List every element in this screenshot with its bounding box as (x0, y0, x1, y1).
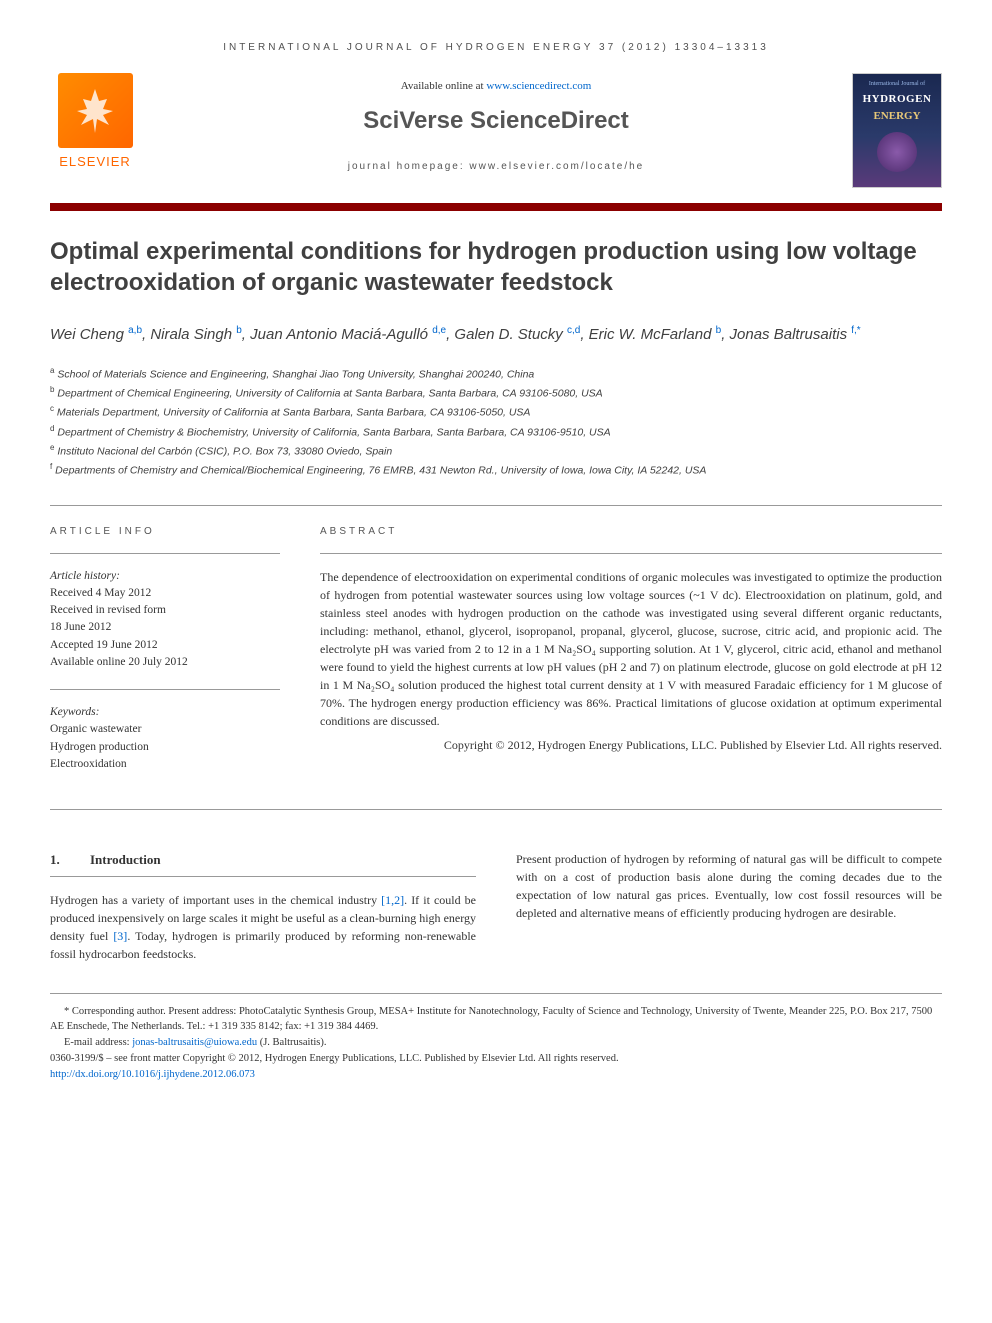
keyword-3: Electrooxidation (50, 756, 280, 773)
homepage-link[interactable]: www.elsevier.com/locate/he (469, 161, 644, 172)
email-line: E-mail address: jonas-baltrusaitis@uiowa… (50, 1035, 942, 1051)
history-label: Article history: (50, 568, 280, 585)
keyword-2: Hydrogen production (50, 739, 280, 756)
footer-block: * Corresponding author. Present address:… (50, 993, 942, 1083)
journal-homepage: journal homepage: www.elsevier.com/locat… (160, 159, 832, 174)
doi-line: http://dx.doi.org/10.1016/j.ijhydene.201… (50, 1067, 942, 1083)
revised-date-1: Received in revised form (50, 602, 280, 619)
intro-heading-text: Introduction (90, 852, 161, 867)
affiliation-item: e Instituto Nacional del Carbón (CSIC), … (50, 442, 942, 460)
email-link[interactable]: jonas-baltrusaitis@uiowa.edu (132, 1037, 257, 1048)
intro-text-right: Present production of hydrogen by reform… (516, 850, 942, 922)
keyword-1: Organic wastewater (50, 721, 280, 738)
intro-column-right: Present production of hydrogen by reform… (516, 850, 942, 963)
banner-center: Available online at www.sciencedirect.co… (160, 73, 832, 174)
issn-line: 0360-3199/$ – see front matter Copyright… (50, 1051, 942, 1067)
top-banner: ELSEVIER Available online at www.science… (50, 73, 942, 188)
homepage-prefix: journal homepage: (348, 161, 470, 172)
cover-subtitle: International Journal of (857, 80, 937, 89)
affiliations-list: a School of Materials Science and Engine… (50, 365, 942, 480)
abstract-copyright: Copyright © 2012, Hydrogen Energy Public… (320, 736, 942, 754)
corresponding-author: * Corresponding author. Present address:… (50, 1004, 942, 1036)
introduction-section: 1.Introduction Hydrogen has a variety of… (50, 850, 942, 963)
abstract-column: ABSTRACT The dependence of electrooxidat… (320, 524, 942, 792)
online-date: Available online 20 July 2012 (50, 654, 280, 671)
red-divider-bar (50, 203, 942, 211)
received-date: Received 4 May 2012 (50, 585, 280, 602)
article-title: Optimal experimental conditions for hydr… (50, 236, 942, 298)
keywords-label: Keywords: (50, 704, 280, 721)
info-abstract-section: ARTICLE INFO Article history: Received 4… (50, 505, 942, 811)
affiliation-item: b Department of Chemical Engineering, Un… (50, 384, 942, 402)
cover-title-energy: ENERGY (857, 108, 937, 125)
article-info-column: ARTICLE INFO Article history: Received 4… (50, 524, 280, 792)
affiliation-item: d Department of Chemistry & Biochemistry… (50, 423, 942, 441)
elsevier-logo[interactable]: ELSEVIER (50, 73, 140, 172)
article-info-heading: ARTICLE INFO (50, 524, 280, 554)
elsevier-text: ELSEVIER (59, 152, 131, 172)
cover-title-hydrogen: HYDROGEN (857, 91, 937, 108)
abstract-text: The dependence of electrooxidation on ex… (320, 568, 942, 754)
article-history-block: Article history: Received 4 May 2012 Rec… (50, 568, 280, 672)
accepted-date: Accepted 19 June 2012 (50, 637, 280, 654)
doi-link[interactable]: http://dx.doi.org/10.1016/j.ijhydene.201… (50, 1069, 255, 1080)
email-suffix: (J. Baltrusaitis). (257, 1037, 326, 1048)
sciverse-logo: SciVerse ScienceDirect (160, 103, 832, 139)
journal-cover[interactable]: International Journal of HYDROGEN ENERGY (852, 73, 942, 188)
sciverse-text: SciVerse (363, 107, 470, 134)
abstract-body: The dependence of electrooxidation on ex… (320, 570, 942, 728)
journal-header: INTERNATIONAL JOURNAL OF HYDROGEN ENERGY… (50, 40, 942, 55)
intro-heading: 1.Introduction (50, 850, 476, 877)
cover-graphic-icon (877, 132, 917, 172)
elsevier-tree-icon (58, 73, 133, 148)
email-label: E-mail address: (64, 1037, 132, 1048)
info-divider (50, 689, 280, 690)
abstract-heading: ABSTRACT (320, 524, 942, 554)
sciencedirect-link[interactable]: www.sciencedirect.com (486, 80, 591, 92)
affiliation-item: c Materials Department, University of Ca… (50, 403, 942, 421)
intro-heading-number: 1. (50, 850, 90, 870)
intro-column-left: 1.Introduction Hydrogen has a variety of… (50, 850, 476, 963)
available-online-text: Available online at www.sciencedirect.co… (160, 78, 832, 95)
intro-text-left: Hydrogen has a variety of important uses… (50, 891, 476, 963)
keywords-block: Keywords: Organic wastewater Hydrogen pr… (50, 704, 280, 773)
authors-list: Wei Cheng a,b, Nirala Singh b, Juan Anto… (50, 323, 942, 347)
affiliation-item: a School of Materials Science and Engine… (50, 365, 942, 383)
sciencedirect-text: ScienceDirect (470, 107, 629, 134)
revised-date-2: 18 June 2012 (50, 619, 280, 636)
available-prefix: Available online at (401, 80, 487, 92)
affiliation-item: f Departments of Chemistry and Chemical/… (50, 461, 942, 479)
